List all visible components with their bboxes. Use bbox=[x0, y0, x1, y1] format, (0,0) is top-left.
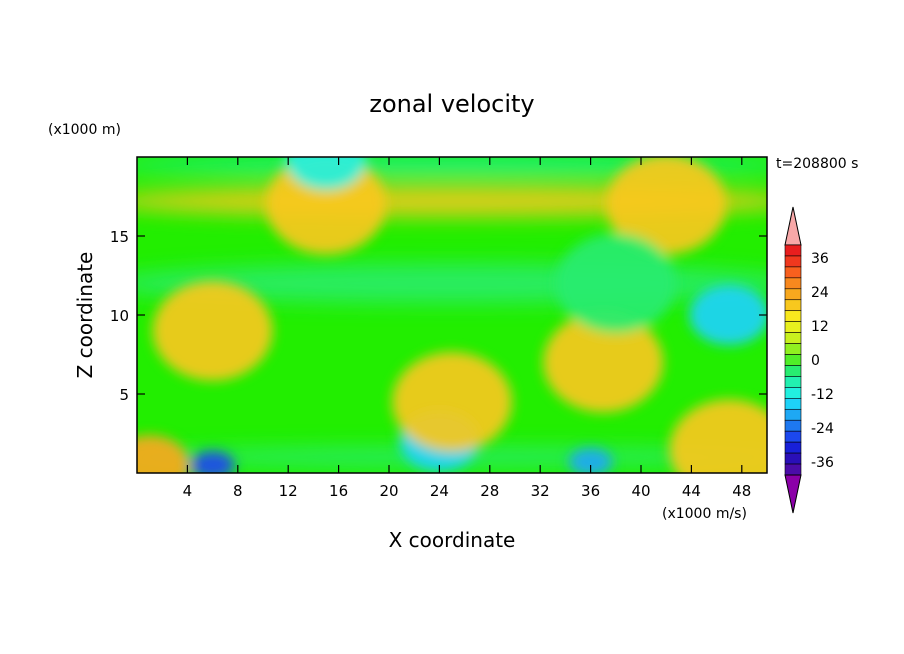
x-tick-label: 44 bbox=[682, 482, 701, 500]
y-tick-label: 15 bbox=[110, 228, 129, 246]
field-feature-11 bbox=[137, 435, 190, 473]
colorbar-tick-label: -36 bbox=[811, 455, 834, 471]
colorbar-bin bbox=[784, 408, 802, 421]
colorbar-bin bbox=[784, 398, 802, 410]
colorbar-bin bbox=[784, 387, 802, 399]
colorbar-bin bbox=[784, 321, 802, 333]
x-tick-label: 36 bbox=[581, 482, 600, 500]
colorbar-bin bbox=[784, 365, 802, 377]
colorbar-bin bbox=[784, 244, 802, 257]
x-tick-label: 32 bbox=[531, 482, 550, 500]
field-feature-1 bbox=[543, 312, 664, 413]
colorbar-bin bbox=[784, 288, 802, 301]
y-axis-label: Z coordinate bbox=[73, 252, 97, 379]
colorbar-tick-label: -12 bbox=[811, 387, 834, 403]
field-feature-8 bbox=[555, 233, 676, 334]
colorbar-bin bbox=[784, 332, 802, 344]
colorbar-bin bbox=[784, 463, 802, 476]
x-tick-label: 48 bbox=[732, 482, 751, 500]
x-tick-label: 28 bbox=[480, 482, 499, 500]
x-tick-label: 40 bbox=[631, 482, 650, 500]
time-label: t=208800 s bbox=[776, 156, 858, 172]
field-feature-4 bbox=[568, 447, 613, 473]
x-tick-label: 12 bbox=[279, 482, 298, 500]
colorbar: 36 24 12 0 -12 -24 -36 bbox=[784, 206, 834, 514]
colorbar-bin bbox=[784, 277, 802, 290]
field-feature-10 bbox=[392, 351, 512, 452]
field-feature-7 bbox=[286, 157, 366, 191]
y-tick-label: 5 bbox=[119, 386, 129, 404]
colorbar-tick-label: 12 bbox=[811, 319, 829, 335]
x-tick-label: 8 bbox=[233, 482, 243, 500]
colorbar-bin bbox=[784, 343, 802, 355]
plot-area bbox=[137, 157, 767, 473]
y-tick-label: 10 bbox=[110, 307, 129, 325]
colorbar-bin bbox=[784, 266, 802, 279]
colorbar-max-arrow bbox=[784, 206, 802, 246]
y-axis: 5 10 15 bbox=[110, 228, 767, 404]
colorbar-bin bbox=[784, 376, 802, 388]
colorbar-tick-label: -24 bbox=[811, 421, 834, 437]
x-tick-label: 20 bbox=[379, 482, 398, 500]
colorbar-min-arrow bbox=[784, 474, 802, 514]
field-feature-5 bbox=[266, 157, 386, 255]
x-axis: 4 8 12 16 20 24 28 32 36 40 44 48 bbox=[183, 157, 751, 500]
colorbar-bin bbox=[784, 255, 802, 268]
colorbar-bin bbox=[784, 354, 802, 366]
x-axis-label: X coordinate bbox=[389, 528, 516, 552]
field-feature-12 bbox=[669, 399, 767, 473]
field-feature-3 bbox=[190, 451, 235, 473]
field-feature-6 bbox=[606, 157, 727, 255]
y-unit-label: (x1000 m) bbox=[48, 122, 121, 138]
colorbar-bin bbox=[784, 430, 802, 443]
colorbar-bin bbox=[784, 452, 802, 465]
colorbar-bin bbox=[784, 441, 802, 454]
field-feature-0 bbox=[152, 280, 273, 381]
x-tick-label: 16 bbox=[329, 482, 348, 500]
colorbar-bin bbox=[784, 299, 802, 312]
chart-title: zonal velocity bbox=[369, 90, 534, 118]
colorbar-tick-label: 0 bbox=[811, 353, 820, 369]
colorbar-bin bbox=[784, 419, 802, 432]
colorbar-tick-label: 36 bbox=[811, 251, 829, 267]
colorbar-tick-label: 24 bbox=[811, 285, 829, 301]
field-blobs bbox=[137, 157, 767, 473]
x-tick-label: 4 bbox=[183, 482, 193, 500]
field-feature-2 bbox=[689, 285, 767, 345]
colorbar-bin bbox=[784, 310, 802, 322]
x-unit-label: (x1000 m/s) bbox=[662, 506, 747, 522]
x-tick-label: 24 bbox=[430, 482, 449, 500]
